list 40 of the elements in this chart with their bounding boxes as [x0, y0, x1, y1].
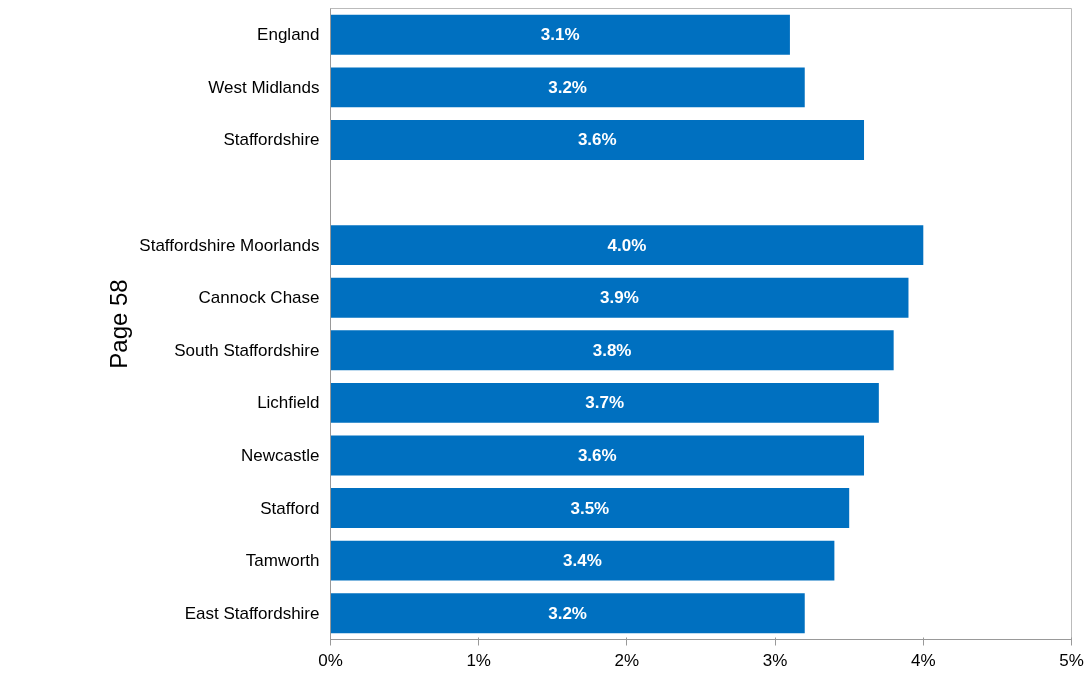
text: Page 58 [104, 279, 132, 369]
y-tick-label: Tamworth [245, 551, 320, 571]
bar [330, 488, 850, 529]
bar [330, 119, 865, 160]
bar [330, 540, 835, 581]
y-tick-label: East Staffordshire [184, 603, 320, 623]
y-tick-label: Cannock Chase [198, 288, 320, 308]
bar [330, 225, 924, 266]
y-tick-label: Newcastle [241, 445, 320, 465]
bar [330, 593, 805, 634]
x-tick-label: 3% [762, 650, 788, 670]
x-tick-label: 0% [318, 650, 343, 670]
data-label: 3.4% [563, 551, 602, 571]
bar [330, 330, 894, 371]
bar [330, 382, 879, 423]
y-tick-label: Lichfield [257, 393, 320, 413]
x-tick-label: 4% [911, 650, 936, 670]
data-label: 3.9% [600, 288, 639, 308]
bar [330, 14, 790, 55]
data-label: 3.6% [577, 130, 617, 150]
data-label: 3.1% [540, 25, 580, 45]
data-label: 3.8% [592, 340, 632, 360]
x-tick-label: 2% [614, 650, 640, 670]
y-tick-label: Staffordshire Moorlands [139, 235, 320, 255]
y-tick-label: West Midlands [208, 77, 320, 97]
bar [330, 435, 865, 476]
y-tick-label: Staffordshire [223, 130, 320, 150]
data-label: 3.6% [577, 445, 617, 465]
data-label: 3.2% [548, 77, 587, 97]
y-tick-label: South Staffordshire [174, 340, 320, 360]
y-tick-label: England [257, 25, 320, 45]
data-label: 3.2% [548, 603, 587, 623]
data-label: 4.0% [607, 235, 647, 255]
x-tick-label: 1% [466, 650, 491, 670]
data-label: 3.7% [585, 393, 625, 413]
y-tick-label: Stafford [260, 498, 320, 518]
bar [330, 277, 909, 318]
bar [330, 67, 805, 108]
x-tick-label: 5% [1059, 650, 1084, 670]
data-label: 3.5% [570, 498, 610, 518]
